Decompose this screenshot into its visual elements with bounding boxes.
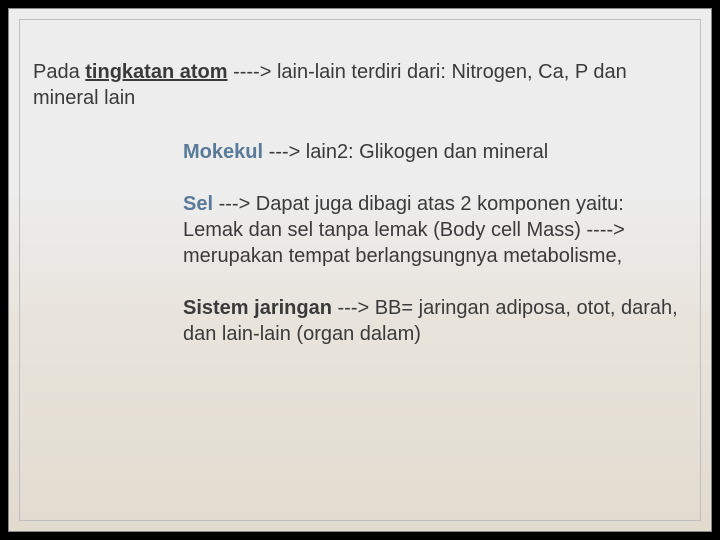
paragraph-atom: Pada tingkatan atom ----> lain-lain terd… (33, 59, 687, 111)
slide-container: Pada tingkatan atom ----> lain-lain terd… (8, 8, 712, 532)
text-post: ---> Dapat juga dibagi atas 2 komponen y… (183, 193, 625, 267)
paragraph-sel: Sel ---> Dapat juga dibagi atas 2 kompon… (183, 191, 687, 269)
paragraph-molekul: Mokekul ---> lain2: Glikogen dan mineral (183, 139, 687, 165)
bold-sel: Sel (183, 193, 213, 215)
paragraph-jaringan: Sistem jaringan ---> BB= jaringan adipos… (183, 295, 687, 347)
text-post: ---> lain2: Glikogen dan mineral (263, 141, 548, 163)
bold-molekul: Mokekul (183, 141, 263, 163)
bold-atom: tingkatan atom (85, 61, 227, 83)
bold-jaringan: Sistem jaringan (183, 297, 332, 319)
text-pre: Pada (33, 61, 85, 83)
slide-content: Pada tingkatan atom ----> lain-lain terd… (33, 59, 687, 373)
